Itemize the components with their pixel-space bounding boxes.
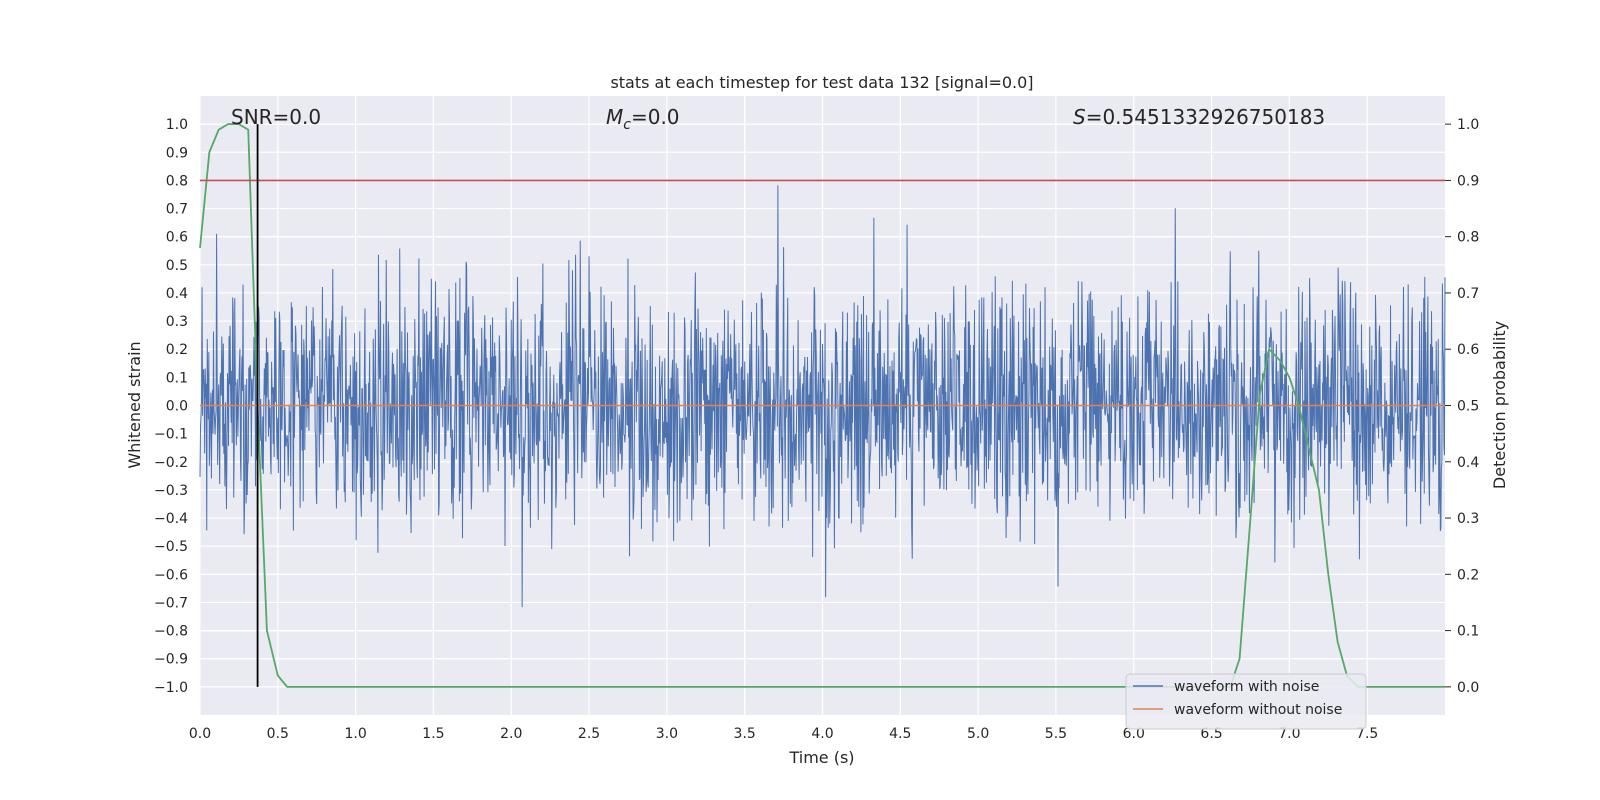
x-tick-label: 6.5: [1200, 726, 1222, 742]
x-axis-label: Time (s): [788, 748, 854, 767]
y-tick-label: 0.0: [166, 399, 188, 415]
y2-tick-label: 0.9: [1457, 173, 1479, 189]
x-tick-label: 0.0: [189, 726, 211, 742]
reference-lines: [199, 123, 1445, 688]
y2-tick-label: 0.1: [1457, 624, 1479, 640]
x-tick-label: 7.0: [1278, 726, 1300, 742]
x-tick-label: 3.5: [734, 726, 756, 742]
x-tick-label: 5.5: [1045, 726, 1067, 742]
s-symbol: S: [1073, 105, 1086, 129]
y-tick-label: −0.9: [154, 652, 188, 668]
x-tick-label: 1.5: [422, 726, 444, 742]
y2-tick-label: 1.0: [1457, 117, 1479, 133]
s-value: =0.5451332926750183: [1086, 105, 1325, 129]
y-tick-label: −0.3: [154, 483, 188, 499]
x-tick-label: 1.0: [344, 726, 366, 742]
y-axis-label: Whitened strain: [125, 341, 144, 468]
y-tick-label: 0.3: [166, 314, 188, 330]
y-tick-label: 0.8: [166, 173, 188, 189]
y2-tick-label: 0.5: [1457, 399, 1479, 415]
series-line-detection-probability: [199, 123, 1445, 688]
x-tick-label: 4.0: [811, 726, 833, 742]
y-tick-label: 0.1: [166, 370, 188, 386]
series-layer: [199, 185, 1446, 608]
y2-axis-label: Detection probability: [1490, 321, 1509, 489]
x-tick-label: 0.5: [267, 726, 289, 742]
y-tick-label: −0.2: [154, 455, 188, 471]
y-tick-label: −0.7: [154, 595, 188, 611]
x-tick-label: 2.0: [500, 726, 522, 742]
y-tick-label: −0.8: [154, 624, 188, 640]
y-tick-label: 0.2: [166, 342, 188, 358]
x-tick-label: 4.5: [889, 726, 911, 742]
y-tick-label: 0.9: [166, 145, 188, 161]
x-tick-label: 6.0: [1123, 726, 1145, 742]
x-tick-label: 3.0: [656, 726, 678, 742]
x-tick-label: 7.5: [1356, 726, 1378, 742]
y2-tick-label: 0.4: [1457, 455, 1479, 471]
y-tick-label: 0.6: [166, 230, 188, 246]
mc-value: =0.0: [631, 105, 680, 129]
chart-title: stats at each timestep for test data 132…: [610, 73, 1033, 92]
legend: waveform with noise waveform without noi…: [1125, 673, 1367, 730]
y-tick-label: 0.5: [166, 258, 188, 274]
mc-symbol: M: [606, 105, 623, 129]
y2-tick-label: 0.3: [1457, 511, 1479, 527]
y2-tick-label: 0.2: [1457, 567, 1479, 583]
y-tick-label: 0.7: [166, 202, 188, 218]
snr-annotation: SNR=0.0: [231, 105, 321, 129]
y-tick-label: −0.6: [154, 567, 188, 583]
legend-label-noise: waveform with noise: [1174, 679, 1319, 695]
y2-tick-label: 0.6: [1457, 342, 1479, 358]
y-tick-label: −0.1: [154, 427, 188, 443]
x-tick-label: 5.0: [967, 726, 989, 742]
y2-tick-label: 0.7: [1457, 286, 1479, 302]
y-tick-label: −1.0: [154, 680, 188, 696]
series-line-noise: [199, 185, 1446, 608]
ticks: 0.0 0.5 1.0 1.5 2.0 2.5 3.0 3.5 4.0 4.5 5.0 5.5 6.0 6…: [154, 117, 1479, 742]
mc-subscript: c: [623, 117, 631, 133]
y-tick-label: 0.4: [166, 286, 188, 302]
y-tick-label: −0.4: [154, 511, 188, 527]
y2-tick-label: 0.0: [1457, 680, 1479, 696]
s-annotation: S=0.5451332926750183: [1073, 105, 1325, 129]
legend-box: [1125, 673, 1367, 730]
legend-label-clean: waveform without noise: [1174, 702, 1342, 718]
y-tick-label: 1.0: [166, 117, 188, 133]
y-tick-label: −0.5: [154, 539, 188, 555]
x-tick-label: 2.5: [578, 726, 600, 742]
mc-annotation: Mc=0.0: [606, 105, 680, 133]
y2-tick-label: 0.8: [1457, 230, 1479, 246]
